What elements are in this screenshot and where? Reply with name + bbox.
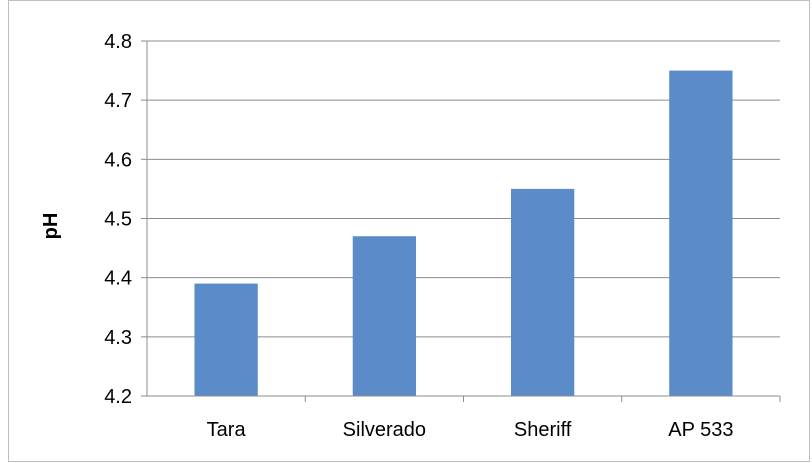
x-tick-label: AP 533 (668, 419, 733, 441)
bar-sheriff (510, 188, 575, 396)
y-tick-labels: 4.2 4.3 4.4 4.5 4.6 4.7 4.8 (104, 31, 132, 408)
y-tick-label: 4.4 (104, 268, 132, 290)
y-tick-label: 4.2 (104, 386, 132, 408)
x-tick-labels: Tara Silverado Sheriff AP 533 (207, 419, 734, 441)
y-axis-label: pH (40, 213, 62, 240)
y-tick-label: 4.7 (104, 90, 132, 112)
x-tick-label: Silverado (343, 419, 426, 441)
bar-tara (194, 283, 258, 396)
y-tick-label: 4.3 (104, 327, 132, 349)
y-tick-label: 4.6 (104, 149, 132, 171)
y-tick-label: 4.5 (104, 209, 132, 231)
x-tick-label: Tara (207, 419, 247, 441)
y-tick-label: 4.8 (104, 31, 132, 53)
axes (141, 40, 781, 402)
bars (194, 70, 733, 396)
bar-silverado (352, 236, 417, 396)
bar-ap-533 (669, 70, 733, 396)
x-tick-label: Sheriff (514, 419, 572, 441)
